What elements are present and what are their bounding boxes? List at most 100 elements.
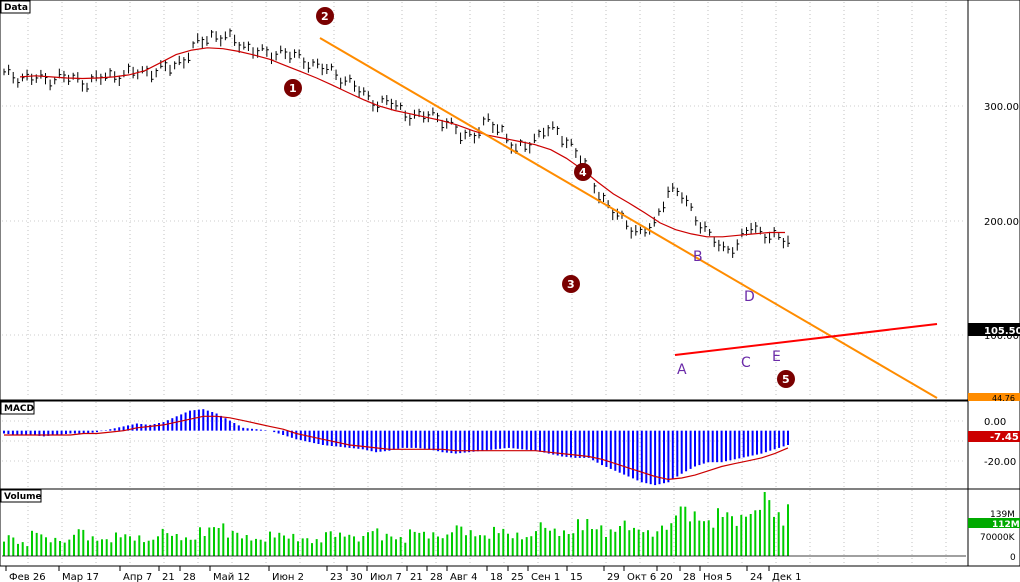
volume-bars <box>2 492 966 557</box>
support-trendline <box>674 323 938 356</box>
price-bar <box>561 135 565 148</box>
last-price-box <box>968 323 1020 336</box>
price-bar <box>21 73 25 82</box>
x-axis-label: Окт 6 <box>627 572 656 582</box>
price-bar <box>496 124 500 136</box>
price-bar <box>441 119 445 132</box>
price-bar <box>381 95 385 103</box>
price-bar <box>326 63 329 75</box>
macd-histogram <box>3 409 789 486</box>
price-bar <box>349 74 352 83</box>
price-bar <box>658 208 661 216</box>
wave-letter-d: D <box>744 289 755 305</box>
price-bar <box>681 192 684 204</box>
price-bar <box>464 129 468 140</box>
price-panel <box>0 0 969 401</box>
price-bar <box>750 222 754 235</box>
volume-panel-title: Volume <box>4 492 42 502</box>
price-bar <box>612 209 615 221</box>
price-bar <box>377 101 380 113</box>
price-bar <box>335 69 339 81</box>
price-bar <box>220 35 223 47</box>
price-bar <box>118 75 122 86</box>
x-axis-label: Апр 7 <box>123 572 152 582</box>
price-bar <box>183 57 186 69</box>
price-bar <box>778 233 781 240</box>
svg-text:4: 4 <box>579 166 587 179</box>
price-bar <box>639 226 643 234</box>
price-bar <box>575 148 578 158</box>
wave-letter-b: B <box>693 249 703 265</box>
price-bar <box>469 129 472 137</box>
low-value: 44.76 <box>992 394 1015 403</box>
price-bar <box>68 74 71 85</box>
price-bar <box>197 33 200 44</box>
wave-marker-3: 3 <box>562 275 580 293</box>
price-bar <box>672 183 675 193</box>
x-axis-label: 21 <box>162 572 175 582</box>
price-bar <box>626 220 629 230</box>
wave-marker-5: 5 <box>777 370 795 388</box>
price-bar <box>510 142 514 154</box>
svg-text:3: 3 <box>567 278 575 291</box>
price-bar <box>566 137 569 149</box>
price-bar <box>400 102 403 110</box>
price-bar <box>275 51 279 61</box>
svg-text:5: 5 <box>782 373 790 386</box>
price-bar <box>547 125 551 137</box>
x-axis-label: Ноя 5 <box>703 572 732 582</box>
price-bar <box>312 59 315 67</box>
price-bar <box>109 68 113 78</box>
price-bar <box>363 87 366 96</box>
price-bar <box>344 76 348 86</box>
price-panel-title: Data <box>4 3 28 13</box>
macd-tick-zero: 0.00 <box>984 417 1006 428</box>
price-bar <box>649 223 652 235</box>
price-bar <box>533 133 537 144</box>
x-axis-label: 15 <box>570 572 583 582</box>
last-price-value: 105.50 <box>984 326 1020 337</box>
price-bar <box>736 239 740 251</box>
macd-current-value: -7.45 <box>990 432 1019 443</box>
price-bar <box>128 63 131 74</box>
x-axis-label: 24 <box>750 572 763 582</box>
price-bar <box>722 241 726 252</box>
price-bar <box>206 36 209 46</box>
volume-value-box <box>968 518 1020 528</box>
price-bar <box>487 113 491 122</box>
price-bar <box>603 192 606 202</box>
x-axis-label: 28 <box>183 572 196 582</box>
macd-signal-line <box>4 415 789 481</box>
price-bar <box>330 63 334 71</box>
price-bar <box>764 234 767 244</box>
price-bar <box>473 132 477 144</box>
macd-panel <box>0 400 969 490</box>
svg-text:1: 1 <box>289 82 297 95</box>
price-bar <box>261 44 265 51</box>
x-axis-label: 23 <box>330 572 343 582</box>
x-axis-label: Дек 1 <box>772 572 802 582</box>
volume-tick-139m: 139M <box>990 510 1015 520</box>
price-bar <box>215 31 219 42</box>
price-bar <box>132 66 136 79</box>
price-bar <box>782 237 786 249</box>
price-bar <box>298 49 302 59</box>
x-axis-label: Авг 4 <box>450 572 478 582</box>
price-bar <box>690 203 694 212</box>
price-bars <box>3 28 790 258</box>
price-bar <box>386 95 389 105</box>
x-axis-label: 30 <box>350 572 363 582</box>
price-bar <box>755 222 758 233</box>
price-bar <box>662 201 666 213</box>
price-bar <box>699 222 703 234</box>
price-bar <box>54 76 57 85</box>
price-tick-100: 100.00 <box>984 331 1019 342</box>
price-bar <box>630 227 634 239</box>
moving-average-line <box>19 47 785 238</box>
price-bar <box>12 71 16 84</box>
price-bar <box>686 195 689 207</box>
price-bar <box>427 111 431 123</box>
price-bar <box>713 236 717 248</box>
price-bar <box>520 139 523 147</box>
price-bar <box>160 60 163 69</box>
